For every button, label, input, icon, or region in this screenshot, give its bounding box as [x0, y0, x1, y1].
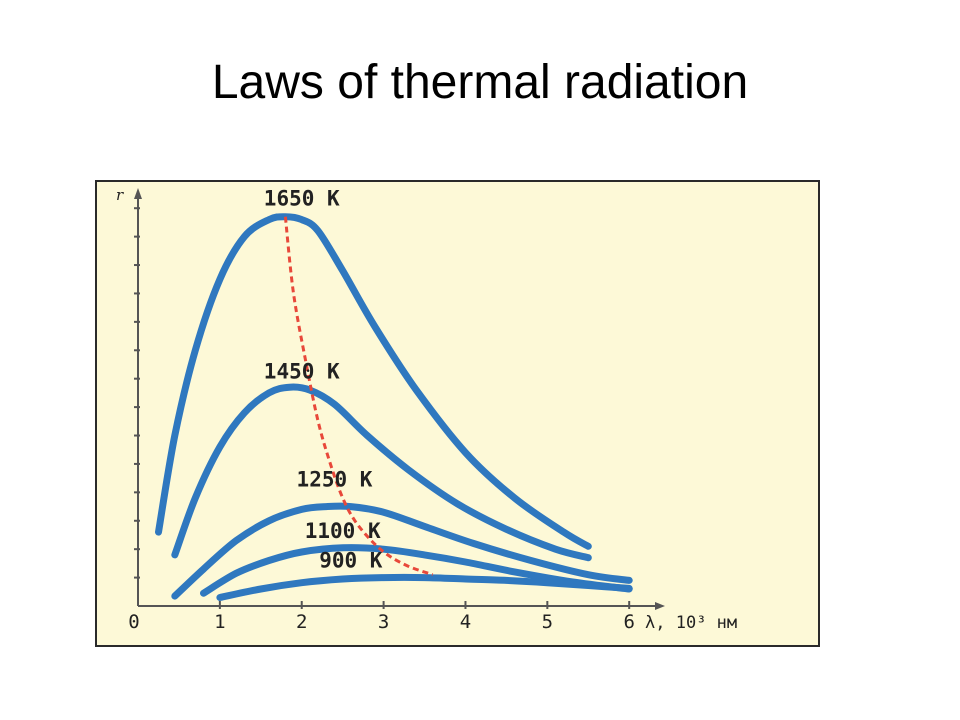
chart-figure: 0 1 2 3 4 5 6 λ, 10³ нм r 1650 K 1450 K 1250 K 1100… [95, 180, 820, 647]
curve-1650-k [155, 213, 592, 550]
plot-background [97, 182, 818, 645]
axes: 0 1 2 3 4 5 6 λ, 10³ нм r [116, 186, 737, 633]
x-tick-label: 2 [296, 611, 307, 633]
slide-title: Laws of thermal radiation [211, 56, 749, 109]
temperature-label: 1650 K [264, 186, 340, 210]
x-tick-label: 6 [623, 611, 634, 633]
curve-1450-k [171, 383, 592, 562]
temperature-label: 1250 K [297, 468, 373, 492]
x-tick-label: 3 [378, 611, 389, 633]
temperature-label: 1450 K [264, 360, 340, 384]
curve-900-k [216, 573, 633, 601]
y-axis-arrow [134, 188, 142, 199]
blackbody-chart: 0 1 2 3 4 5 6 λ, 10³ нм r 1650 K 1450 K 1250 K 1100… [97, 182, 818, 645]
x-axis-arrow [655, 602, 665, 610]
x-tick-label: 4 [460, 611, 471, 633]
temperature-label: 900 K [319, 549, 383, 573]
curve-1250-k [171, 502, 633, 600]
curve-1100-k [200, 544, 633, 597]
curve-labels: 1650 K 1450 K 1250 K 1100 K 900 K [264, 186, 383, 572]
x-tick-label: 0 [128, 611, 139, 633]
radiation-curves [155, 213, 633, 601]
temperature-label: 1100 K [305, 519, 381, 543]
x-tick-label: 5 [542, 611, 553, 633]
x-tick-label: 1 [214, 611, 225, 633]
x-axis-label: λ, 10³ нм [645, 613, 737, 633]
y-axis-label: r [116, 186, 124, 204]
